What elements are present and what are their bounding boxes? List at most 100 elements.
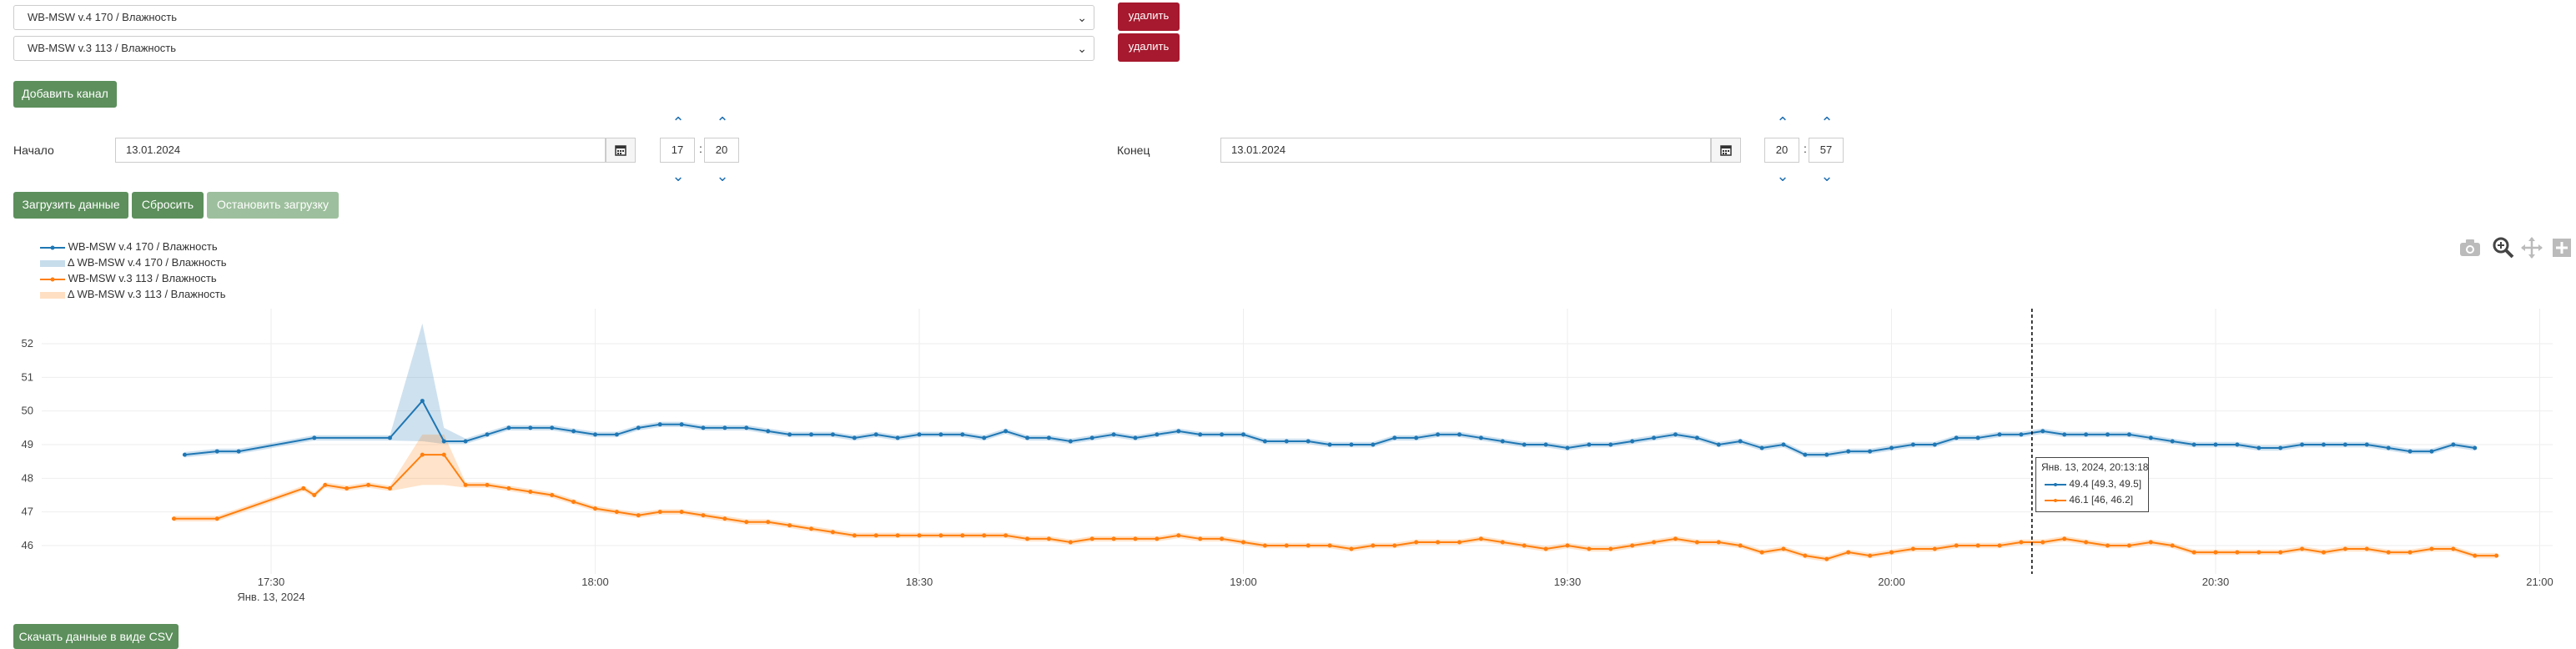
data-point-blue (214, 449, 219, 454)
data-point-blue (420, 399, 425, 404)
data-point-blue (485, 432, 490, 437)
data-point-orange (1759, 550, 1764, 555)
start-minute-up-icon[interactable]: ⌃ (716, 114, 729, 131)
end-calendar-button[interactable] (1711, 138, 1741, 163)
plus-icon[interactable] (2553, 239, 2571, 257)
channel-select-1[interactable]: WB-MSW v.4 170 / Влажность ⌄ (13, 5, 1094, 30)
data-point-orange (1478, 536, 1483, 541)
data-point-orange (1327, 543, 1332, 548)
data-point-blue (550, 425, 555, 430)
calendar-icon (1720, 145, 1732, 156)
data-point-orange (1975, 543, 1980, 548)
data-point-orange (2322, 550, 2326, 555)
data-point-orange (1241, 540, 1245, 545)
start-hour-up-icon[interactable]: ⌃ (672, 114, 685, 131)
data-point-blue (1392, 435, 1397, 440)
data-point-orange (1781, 546, 1786, 551)
camera-icon[interactable] (2459, 239, 2481, 257)
reset-button[interactable]: Сбросить (132, 192, 204, 219)
data-point-orange (2300, 546, 2305, 551)
chevron-down-icon: ⌄ (1077, 11, 1087, 24)
legend-label-orange: WB-MSW v.3 113 / Влажность (68, 272, 217, 284)
data-point-orange (323, 482, 328, 487)
data-point-blue (2019, 432, 2024, 437)
data-point-blue (2451, 442, 2456, 447)
data-point-orange (1284, 543, 1289, 548)
data-point-orange (701, 513, 706, 518)
end-hour-up-icon[interactable]: ⌃ (1776, 114, 1789, 131)
data-point-blue (1846, 449, 1851, 454)
data-point-blue (2213, 442, 2218, 447)
legend-item-blue[interactable]: WB-MSW v.4 170 / Влажность (40, 239, 218, 254)
data-point-blue (636, 425, 641, 430)
start-minute-input[interactable]: 20 (704, 138, 739, 163)
data-point-blue (2429, 449, 2434, 454)
end-minute-input[interactable]: 57 (1809, 138, 1844, 163)
end-date-input[interactable]: 13.01.2024 (1220, 138, 1711, 163)
data-point-blue (873, 432, 878, 437)
data-point-blue (1630, 439, 1635, 444)
download-csv-button[interactable]: Скачать данные в виде CSV (13, 624, 179, 649)
data-point-orange (2278, 550, 2283, 555)
data-point-orange (1392, 543, 1397, 548)
legend-item-blue-band[interactable]: Δ WB-MSW v.4 170 / Влажность (40, 255, 226, 270)
data-point-blue (1089, 435, 1094, 440)
x-tick-label: 17:30 (258, 576, 285, 588)
data-point-blue (1198, 432, 1203, 437)
data-point-orange (441, 452, 446, 457)
stop-loading-button[interactable]: Остановить загрузку (207, 192, 339, 219)
data-point-orange (636, 513, 641, 518)
y-tick-label: 49 (22, 438, 33, 450)
add-channel-button[interactable]: Добавить канал (13, 81, 117, 108)
end-minute-down-icon[interactable]: ⌄ (1820, 168, 1834, 184)
data-point-blue (1284, 439, 1289, 444)
data-point-blue (1759, 445, 1764, 450)
y-tick-label: 47 (22, 506, 33, 518)
data-point-orange (1543, 546, 1548, 551)
start-calendar-button[interactable] (606, 138, 636, 163)
data-point-blue (744, 425, 749, 430)
data-point-orange (917, 533, 922, 538)
channel-select-2[interactable]: WB-MSW v.3 113 / Влажность ⌄ (13, 36, 1094, 61)
data-point-orange (960, 533, 965, 538)
data-point-orange (830, 530, 835, 535)
end-hour-down-icon[interactable]: ⌄ (1776, 168, 1789, 184)
delete-channel-2-button[interactable]: удалить (1118, 33, 1180, 62)
data-point-orange (1846, 550, 1851, 555)
data-point-blue (1694, 435, 1699, 440)
pan-icon[interactable] (2521, 237, 2543, 259)
x-tick-label: 18:30 (906, 576, 933, 588)
legend-item-orange[interactable]: WB-MSW v.3 113 / Влажность (40, 271, 217, 286)
data-point-orange (366, 482, 371, 487)
data-point-orange (171, 516, 176, 521)
zoom-icon[interactable] (2493, 237, 2514, 259)
data-point-orange (1889, 550, 1894, 555)
humidity-chart[interactable]: 46 47 48 49 50 51 52 17:30 18:00 18:30 19:00 19:30 2… (0, 309, 2576, 626)
delete-channel-1-button[interactable]: удалить (1118, 3, 1180, 31)
data-point-blue (2126, 432, 2131, 437)
end-minute-up-icon[interactable]: ⌃ (1820, 114, 1834, 131)
data-point-blue (2062, 432, 2067, 437)
data-point-orange (938, 533, 943, 538)
tooltip-title: Янв. 13, 2024, 20:13:18 (2041, 461, 2149, 473)
y-tick-label: 48 (22, 471, 33, 484)
x-tick-label: 19:00 (1230, 576, 1257, 588)
data-point-blue (1587, 442, 1592, 447)
data-point-blue (1068, 439, 1073, 444)
end-hour-input[interactable]: 20 (1764, 138, 1799, 163)
start-hour-input[interactable]: 17 (660, 138, 695, 163)
data-point-blue (1565, 445, 1570, 450)
data-point-blue (1436, 432, 1441, 437)
legend-band-blue (40, 259, 65, 267)
legend-item-orange-band[interactable]: Δ WB-MSW v.3 113 / Влажность (40, 287, 226, 302)
load-data-button[interactable]: Загрузить данные (13, 192, 128, 219)
start-hour-down-icon[interactable]: ⌄ (672, 168, 685, 184)
data-point-orange (1652, 540, 1657, 545)
start-date-input[interactable]: 13.01.2024 (115, 138, 606, 163)
data-point-blue (1803, 452, 1808, 457)
data-point-orange (1198, 536, 1203, 541)
data-point-orange (1954, 543, 1959, 548)
data-point-orange (1414, 540, 1419, 545)
start-minute-down-icon[interactable]: ⌄ (716, 168, 729, 184)
data-point-blue (1241, 432, 1245, 437)
